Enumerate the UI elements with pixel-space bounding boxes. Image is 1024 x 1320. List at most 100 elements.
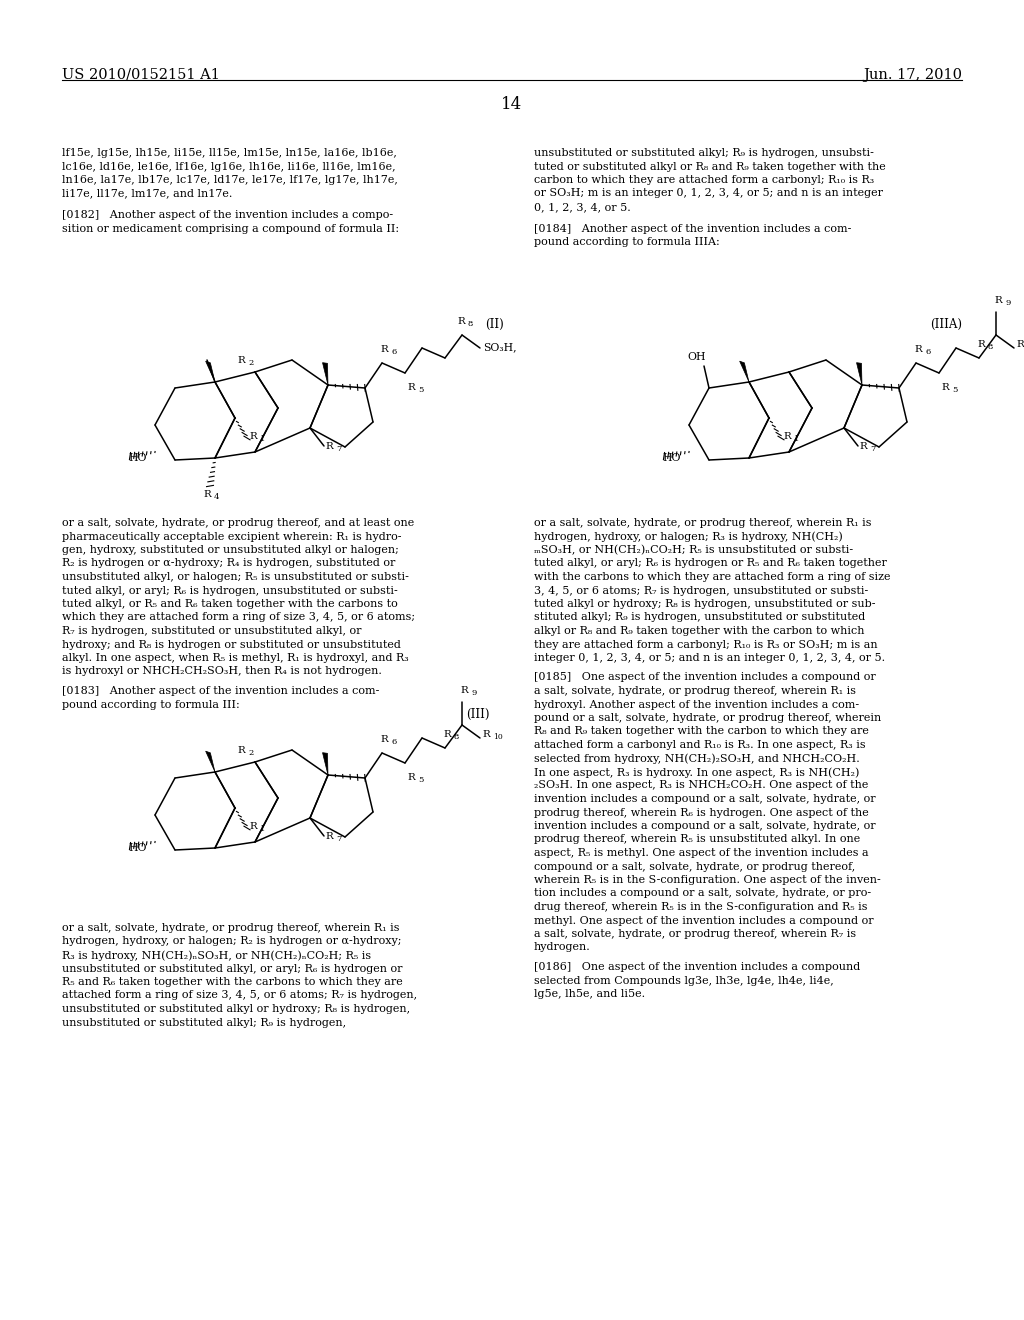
Text: attached form a carbonyl and R₁₀ is R₃. In one aspect, R₃ is: attached form a carbonyl and R₁₀ is R₃. … <box>534 741 865 750</box>
Text: R: R <box>443 730 451 739</box>
Text: hydrogen, hydroxy, or halogen; R₂ is hydrogen or α-hydroxy;: hydrogen, hydroxy, or halogen; R₂ is hyd… <box>62 936 401 946</box>
Text: [0182]   Another aspect of the invention includes a compo-: [0182] Another aspect of the invention i… <box>62 210 393 220</box>
Text: R: R <box>783 432 791 441</box>
Text: [0186]   One aspect of the invention includes a compound: [0186] One aspect of the invention inclu… <box>534 962 860 972</box>
Text: 1: 1 <box>260 436 265 444</box>
Text: or a salt, solvate, hydrate, or prodrug thereof, wherein R₁ is: or a salt, solvate, hydrate, or prodrug … <box>62 923 399 933</box>
Polygon shape <box>856 363 862 385</box>
Text: or a salt, solvate, hydrate, or prodrug thereof, and at least one: or a salt, solvate, hydrate, or prodrug … <box>62 517 415 528</box>
Text: R: R <box>249 822 257 832</box>
Text: sition or medicament comprising a compound of formula II:: sition or medicament comprising a compou… <box>62 223 399 234</box>
Text: R: R <box>407 774 415 781</box>
Text: ₘSO₃H, or NH(CH₂)ₙCO₂H; R₅ is unsubstituted or substi-: ₘSO₃H, or NH(CH₂)ₙCO₂H; R₅ is unsubstitu… <box>534 545 853 556</box>
Text: tion includes a compound or a salt, solvate, hydrate, or pro-: tion includes a compound or a salt, solv… <box>534 888 871 899</box>
Text: (II): (II) <box>485 318 504 331</box>
Text: R: R <box>380 345 388 354</box>
Text: 5: 5 <box>418 776 423 784</box>
Text: compound or a salt, solvate, hydrate, or prodrug thereof,: compound or a salt, solvate, hydrate, or… <box>534 862 855 871</box>
Text: 4: 4 <box>214 492 219 502</box>
Text: methyl. One aspect of the invention includes a compound or: methyl. One aspect of the invention incl… <box>534 916 873 925</box>
Text: HO: HO <box>662 453 681 463</box>
Text: R: R <box>203 490 211 499</box>
Text: tuted alkyl, or aryl; R₆ is hydrogen or R₅ and R₆ taken together: tuted alkyl, or aryl; R₆ is hydrogen or … <box>534 558 887 569</box>
Text: 8: 8 <box>454 733 460 741</box>
Text: 0, 1, 2, 3, 4, or 5.: 0, 1, 2, 3, 4, or 5. <box>534 202 631 213</box>
Text: which they are attached form a ring of size 3, 4, 5, or 6 atoms;: which they are attached form a ring of s… <box>62 612 415 623</box>
Text: a salt, solvate, hydrate, or prodrug thereof, wherein R₇ is: a salt, solvate, hydrate, or prodrug the… <box>534 929 856 939</box>
Text: hydrogen, hydroxy, or halogen; R₃ is hydroxy, NH(CH₂): hydrogen, hydroxy, or halogen; R₃ is hyd… <box>534 532 843 543</box>
Text: alkyl. In one aspect, when R₅ is methyl, R₁ is hydroxyl, and R₃: alkyl. In one aspect, when R₅ is methyl,… <box>62 653 409 663</box>
Text: 10: 10 <box>493 733 503 741</box>
Text: In one aspect, R₃ is hydroxy. In one aspect, R₃ is NH(CH₂): In one aspect, R₃ is hydroxy. In one asp… <box>534 767 859 777</box>
Text: hydroxyl. Another aspect of the invention includes a com-: hydroxyl. Another aspect of the inventio… <box>534 700 859 710</box>
Text: aspect, R₅ is methyl. One aspect of the invention includes a: aspect, R₅ is methyl. One aspect of the … <box>534 847 868 858</box>
Text: OH: OH <box>687 352 706 362</box>
Text: 8: 8 <box>988 343 993 351</box>
Text: stituted alkyl; R₉ is hydrogen, unsubstituted or substituted: stituted alkyl; R₉ is hydrogen, unsubsti… <box>534 612 865 623</box>
Text: invention includes a compound or a salt, solvate, hydrate, or: invention includes a compound or a salt,… <box>534 795 876 804</box>
Text: R: R <box>237 746 245 755</box>
Text: unsubstituted or substituted alkyl; R₉ is hydrogen, unsubsti-: unsubstituted or substituted alkyl; R₉ i… <box>534 148 873 158</box>
Text: R: R <box>994 296 1001 305</box>
Text: unsubstituted or substituted alkyl, or aryl; R₆ is hydrogen or: unsubstituted or substituted alkyl, or a… <box>62 964 402 974</box>
Text: 14: 14 <box>502 96 522 114</box>
Text: 7: 7 <box>870 445 876 453</box>
Text: US 2010/0152151 A1: US 2010/0152151 A1 <box>62 69 220 82</box>
Text: R: R <box>1016 341 1024 348</box>
Text: 8: 8 <box>468 319 473 327</box>
Text: drug thereof, wherein R₅ is in the S-configuration and R₅ is: drug thereof, wherein R₅ is in the S-con… <box>534 902 867 912</box>
Text: pound or a salt, solvate, hydrate, or prodrug thereof, wherein: pound or a salt, solvate, hydrate, or pr… <box>534 713 882 723</box>
Text: R: R <box>941 383 949 392</box>
Text: R: R <box>407 383 415 392</box>
Text: R₇ is hydrogen, substituted or unsubstituted alkyl, or: R₇ is hydrogen, substituted or unsubstit… <box>62 626 361 636</box>
Text: Jun. 17, 2010: Jun. 17, 2010 <box>863 69 962 82</box>
Text: (IIIA): (IIIA) <box>930 318 962 331</box>
Text: tuted alkyl or hydroxy; R₈ is hydrogen, unsubstituted or sub-: tuted alkyl or hydroxy; R₈ is hydrogen, … <box>534 599 876 609</box>
Text: or a salt, solvate, hydrate, or prodrug thereof, wherein R₁ is: or a salt, solvate, hydrate, or prodrug … <box>534 517 871 528</box>
Text: R: R <box>249 432 257 441</box>
Polygon shape <box>206 751 215 772</box>
Text: 7: 7 <box>336 445 341 453</box>
Text: 5: 5 <box>952 385 957 393</box>
Text: unsubstituted or substituted alkyl; R₉ is hydrogen,: unsubstituted or substituted alkyl; R₉ i… <box>62 1018 346 1027</box>
Text: R: R <box>237 356 245 366</box>
Text: selected from Compounds lg3e, lh3e, lg4e, lh4e, li4e,: selected from Compounds lg3e, lh3e, lg4e… <box>534 975 834 986</box>
Text: hydrogen.: hydrogen. <box>534 942 591 953</box>
Text: unsubstituted or substituted alkyl or hydroxy; R₈ is hydrogen,: unsubstituted or substituted alkyl or hy… <box>62 1005 411 1014</box>
Text: R: R <box>457 317 465 326</box>
Text: ₂SO₃H. In one aspect, R₃ is NHCH₂CO₂H. One aspect of the: ₂SO₃H. In one aspect, R₃ is NHCH₂CO₂H. O… <box>534 780 868 791</box>
Text: 2: 2 <box>248 748 253 756</box>
Text: integer 0, 1, 2, 3, 4, or 5; and n is an integer 0, 1, 2, 3, 4, or 5.: integer 0, 1, 2, 3, 4, or 5; and n is an… <box>534 653 885 663</box>
Text: HO: HO <box>128 453 146 463</box>
Text: [0185]   One aspect of the invention includes a compound or: [0185] One aspect of the invention inclu… <box>534 672 876 682</box>
Text: R₃ is hydroxy, NH(CH₂)ₙSO₃H, or NH(CH₂)ₙCO₂H; R₅ is: R₃ is hydroxy, NH(CH₂)ₙSO₃H, or NH(CH₂)ₙ… <box>62 950 371 961</box>
Text: pharmaceutically acceptable excipient wherein: R₁ is hydro-: pharmaceutically acceptable excipient wh… <box>62 532 401 541</box>
Text: tuted or substituted alkyl or R₈ and R₉ taken together with the: tuted or substituted alkyl or R₈ and R₉ … <box>534 161 886 172</box>
Text: tuted alkyl, or aryl; R₆ is hydrogen, unsubstituted or substi-: tuted alkyl, or aryl; R₆ is hydrogen, un… <box>62 586 397 595</box>
Text: [0183]   Another aspect of the invention includes a com-: [0183] Another aspect of the invention i… <box>62 686 379 696</box>
Text: with the carbons to which they are attached form a ring of size: with the carbons to which they are attac… <box>534 572 891 582</box>
Text: R₅ and R₆ taken together with the carbons to which they are: R₅ and R₆ taken together with the carbon… <box>62 977 402 987</box>
Text: 3, 4, 5, or 6 atoms; R₇ is hydrogen, unsubstituted or substi-: 3, 4, 5, or 6 atoms; R₇ is hydrogen, uns… <box>534 586 868 595</box>
Text: 9: 9 <box>471 689 476 697</box>
Text: R₈ and R₉ taken together with the carbon to which they are: R₈ and R₉ taken together with the carbon… <box>534 726 869 737</box>
Text: SO₃H,: SO₃H, <box>483 342 517 352</box>
Polygon shape <box>323 752 328 775</box>
Text: 7: 7 <box>336 836 341 843</box>
Text: prodrug thereof, wherein R₆ is hydrogen. One aspect of the: prodrug thereof, wherein R₆ is hydrogen.… <box>534 808 868 817</box>
Text: ln16e, la17e, lb17e, lc17e, ld17e, le17e, lf17e, lg17e, lh17e,: ln16e, la17e, lb17e, lc17e, ld17e, le17e… <box>62 176 398 185</box>
Text: a salt, solvate, hydrate, or prodrug thereof, wherein R₁ is: a salt, solvate, hydrate, or prodrug the… <box>534 686 856 696</box>
Text: li17e, ll17e, lm17e, and ln17e.: li17e, ll17e, lm17e, and ln17e. <box>62 189 232 198</box>
Text: R: R <box>325 832 333 841</box>
Text: attached form a ring of size 3, 4, 5, or 6 atoms; R₇ is hydrogen,: attached form a ring of size 3, 4, 5, or… <box>62 990 417 1001</box>
Text: unsubstituted alkyl, or halogen; R₅ is unsubstituted or substi-: unsubstituted alkyl, or halogen; R₅ is u… <box>62 572 409 582</box>
Text: 2: 2 <box>248 359 253 367</box>
Text: R: R <box>380 735 388 744</box>
Text: 1: 1 <box>794 436 800 444</box>
Text: alkyl or R₈ and R₉ taken together with the carbon to which: alkyl or R₈ and R₉ taken together with t… <box>534 626 864 636</box>
Text: pound according to formula IIIA:: pound according to formula IIIA: <box>534 238 720 247</box>
Text: R: R <box>482 730 489 739</box>
Text: [0184]   Another aspect of the invention includes a com-: [0184] Another aspect of the invention i… <box>534 223 851 234</box>
Text: or SO₃H; m is an integer 0, 1, 2, 3, 4, or 5; and n is an integer: or SO₃H; m is an integer 0, 1, 2, 3, 4, … <box>534 189 883 198</box>
Text: R: R <box>914 345 922 354</box>
